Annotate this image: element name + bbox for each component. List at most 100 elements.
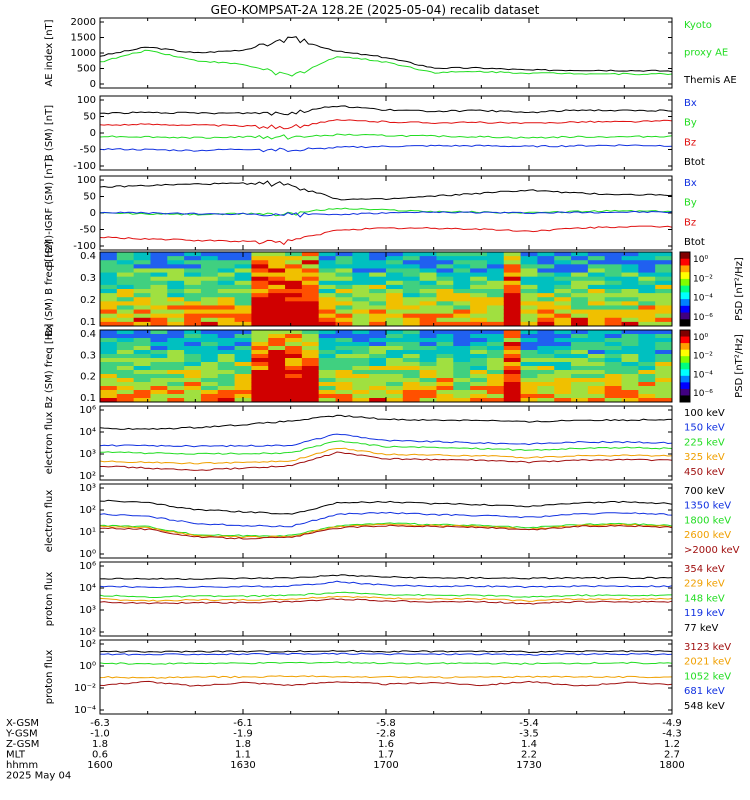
heatmap-cell bbox=[285, 382, 303, 387]
heatmap-cell bbox=[537, 289, 555, 294]
heatmap-cell bbox=[486, 330, 505, 335]
heatmap-cell bbox=[150, 276, 168, 282]
heatmap-cell bbox=[335, 264, 353, 269]
y-tick-label: 0.3 bbox=[80, 350, 96, 361]
heatmap-cell bbox=[554, 256, 572, 261]
heatmap-cell bbox=[571, 394, 589, 399]
heatmap-cell bbox=[402, 272, 421, 278]
heatmap-cell bbox=[369, 309, 387, 315]
heatmap-cell bbox=[352, 398, 370, 403]
heatmap-cell bbox=[184, 346, 202, 351]
heatmap-cell bbox=[419, 301, 437, 306]
heatmap-cell bbox=[167, 350, 185, 355]
heatmap-cell bbox=[184, 305, 202, 311]
heatmap-cell bbox=[133, 313, 151, 319]
heatmap-cell bbox=[587, 330, 606, 335]
heatmap-cell bbox=[100, 293, 118, 298]
heatmap-cell bbox=[402, 390, 421, 395]
heatmap-cell bbox=[318, 370, 337, 375]
heatmap-cell bbox=[133, 362, 151, 367]
heatmap-cell bbox=[638, 272, 656, 278]
heatmap-cell bbox=[503, 289, 522, 294]
panel-frame bbox=[99, 17, 673, 89]
heatmap-cell bbox=[369, 276, 387, 282]
heatmap-cell bbox=[200, 280, 219, 286]
ephemeris-value: -2.8 bbox=[376, 729, 396, 740]
heatmap-cell bbox=[251, 362, 269, 367]
heatmap-cell bbox=[335, 313, 353, 319]
heatmap-cell bbox=[116, 276, 135, 282]
heatmap-cell bbox=[200, 350, 219, 355]
heatmap-cell bbox=[638, 334, 656, 339]
heatmap-cell bbox=[638, 280, 656, 286]
heatmap-cell bbox=[554, 280, 572, 286]
heatmap-cell bbox=[133, 280, 151, 286]
heatmap-cell bbox=[352, 264, 370, 269]
heatmap-cell bbox=[301, 334, 320, 339]
heatmap-cell bbox=[402, 280, 421, 286]
heatmap-cell bbox=[604, 358, 623, 363]
panel-1: AE index [nT] 2000 1500 1000 500 0 Kyoto proxy … bbox=[44, 17, 737, 90]
heatmap-cell bbox=[352, 260, 370, 265]
heatmap-cell bbox=[621, 321, 639, 327]
heatmap-cell bbox=[604, 346, 623, 351]
heatmap-cell bbox=[554, 342, 572, 347]
heatmap-cell bbox=[133, 346, 151, 351]
heatmap-cell bbox=[554, 374, 572, 379]
heatmap-cell bbox=[604, 334, 623, 339]
heatmap-cell bbox=[436, 342, 454, 347]
heatmap-cell bbox=[571, 264, 589, 269]
heatmap-cell bbox=[621, 293, 639, 298]
heatmap-cell bbox=[352, 334, 370, 339]
heatmap-cell bbox=[537, 297, 555, 302]
legend-label: 148 keV bbox=[684, 593, 725, 604]
heatmap-cell bbox=[638, 276, 656, 282]
heatmap-cell bbox=[520, 280, 538, 286]
heatmap-cell bbox=[251, 342, 269, 347]
heatmap-cell bbox=[318, 252, 337, 257]
heatmap-cell bbox=[150, 390, 168, 395]
heatmap-cell bbox=[554, 297, 572, 302]
heatmap-cell bbox=[402, 256, 421, 261]
heatmap-cell bbox=[520, 313, 538, 319]
heatmap-cell bbox=[217, 317, 236, 323]
heatmap-cell bbox=[419, 382, 437, 387]
heatmap-cell bbox=[369, 313, 387, 319]
heatmap-cell bbox=[217, 390, 236, 395]
heatmap-cell bbox=[335, 260, 353, 265]
heatmap-cell bbox=[285, 264, 303, 269]
heatmap-cell bbox=[655, 252, 673, 257]
heatmap-cell bbox=[184, 301, 202, 306]
heatmap-cell bbox=[251, 366, 269, 371]
heatmap-cell bbox=[604, 276, 623, 282]
heatmap-cell bbox=[587, 280, 606, 286]
heatmap-cell bbox=[251, 317, 269, 323]
heatmap-cell bbox=[453, 342, 471, 347]
heatmap-cell bbox=[133, 386, 151, 391]
heatmap-cell bbox=[150, 378, 168, 383]
heatmap-cell bbox=[167, 321, 185, 327]
heatmap-cell bbox=[335, 394, 353, 399]
heatmap-cell bbox=[571, 284, 589, 290]
panel-frame bbox=[99, 483, 673, 559]
heatmap-cell bbox=[453, 252, 471, 257]
heatmap-cell bbox=[537, 280, 555, 286]
colorbar-segment bbox=[680, 265, 690, 273]
heatmap-cell bbox=[184, 338, 202, 343]
heatmap-cell bbox=[234, 317, 252, 323]
heatmap-cell bbox=[184, 321, 202, 327]
panel-9: proton flux 10² 10⁰ 10⁻² 10⁻⁴ 3123 keV 2021 ke… bbox=[44, 639, 731, 716]
heatmap-cell bbox=[352, 354, 370, 359]
heatmap-cell bbox=[604, 305, 623, 311]
heatmap-cell bbox=[268, 386, 286, 391]
heatmap-cell bbox=[217, 366, 236, 371]
heatmap-cell bbox=[352, 378, 370, 383]
y-tick-label: 10⁻² bbox=[74, 683, 96, 694]
y-tick-label: 0.2 bbox=[80, 295, 96, 306]
heatmap-cell bbox=[453, 309, 471, 315]
heatmap-cell bbox=[587, 370, 606, 375]
heatmap-cell bbox=[100, 301, 118, 306]
heatmap-cell bbox=[486, 276, 505, 282]
y-tick-label: -100 bbox=[73, 241, 96, 252]
heatmap-cell bbox=[470, 309, 488, 315]
